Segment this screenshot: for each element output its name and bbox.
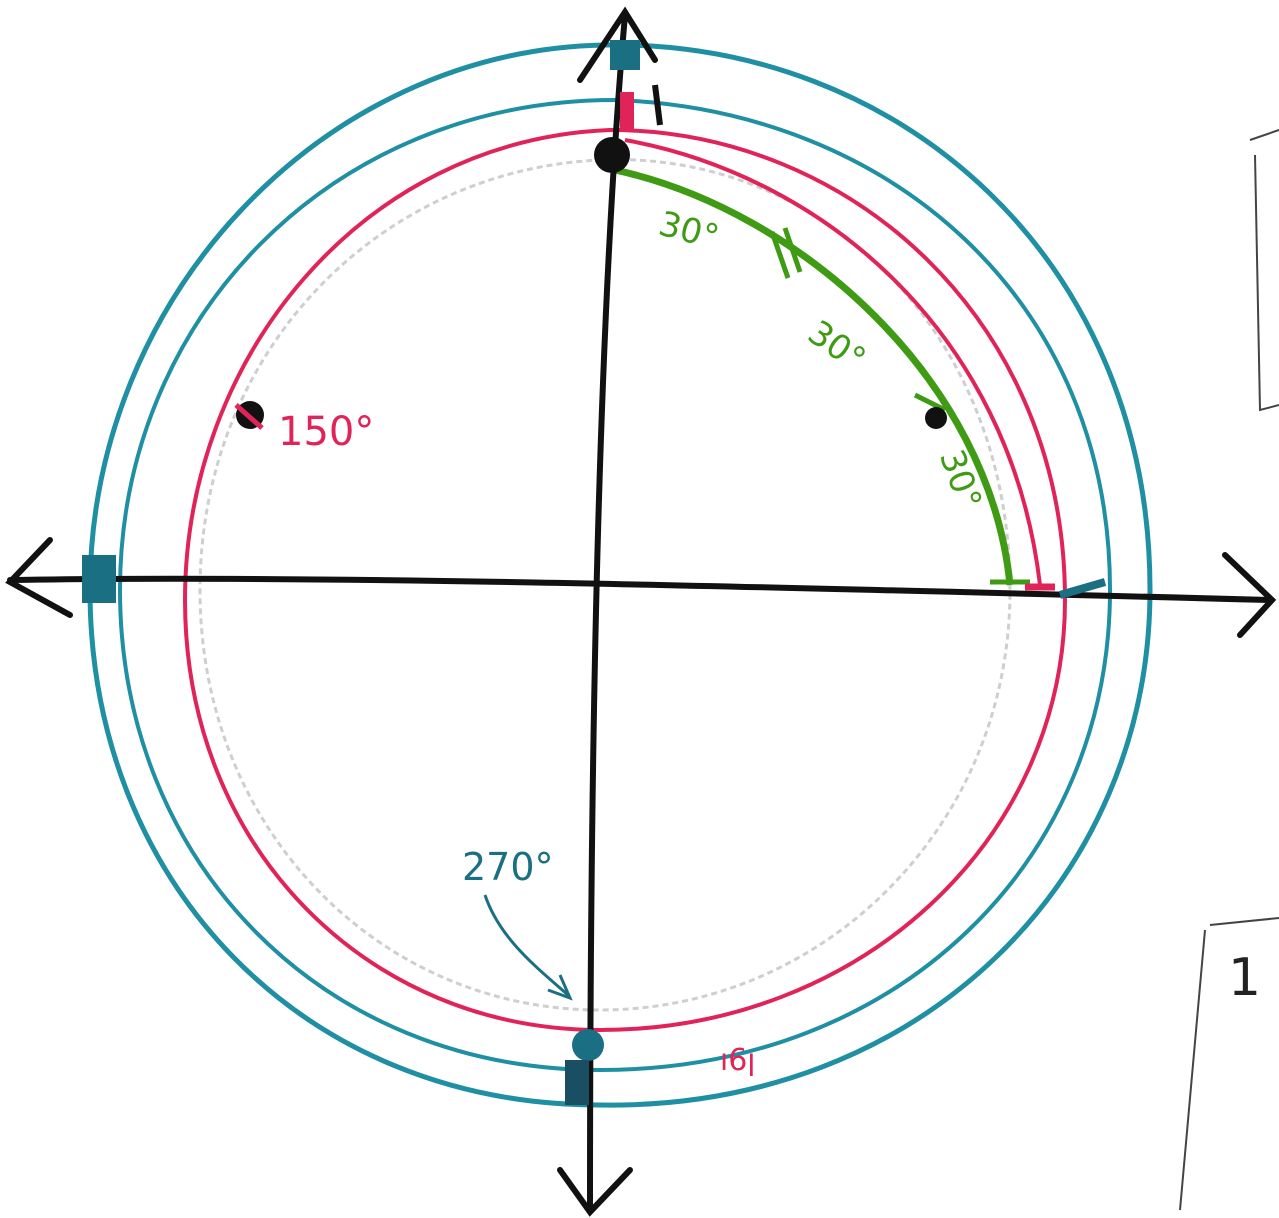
point-270 bbox=[572, 1029, 604, 1061]
label-270-pointer-arrow-icon bbox=[483, 894, 573, 1001]
teal-mark-bottom bbox=[565, 1060, 589, 1105]
x-axis-left-arrow-icon bbox=[5, 537, 73, 618]
label-arc-30-first: 30° bbox=[655, 204, 724, 258]
teal-inner-circle bbox=[117, 97, 1113, 1073]
x-axis-right-arrow-icon bbox=[1222, 552, 1277, 638]
label-150: 150° bbox=[278, 409, 374, 455]
label-arc-30-third: 30° bbox=[931, 444, 989, 514]
point-90-top bbox=[594, 137, 630, 173]
edge-box-top bbox=[1249, 129, 1279, 412]
y-axis-bottom-arrow-icon bbox=[557, 1167, 633, 1217]
edge-box-bottom bbox=[1179, 917, 1279, 1211]
label-edge-fragment: 1 bbox=[1228, 948, 1261, 1008]
axes bbox=[5, 6, 1277, 1217]
y-axis-top-arrow-icon bbox=[577, 6, 658, 83]
red-mark-top bbox=[620, 92, 634, 132]
red-circle bbox=[182, 127, 1068, 1033]
point-arc-60 bbox=[925, 407, 947, 429]
green-arc bbox=[614, 166, 1014, 586]
tick-top-right bbox=[652, 84, 663, 126]
red-mark-150 bbox=[234, 403, 264, 430]
label-red-curve-note: ן6ו bbox=[720, 1043, 755, 1078]
teal-outer-circle bbox=[87, 42, 1153, 1108]
green-tick-marks bbox=[769, 227, 1030, 585]
teal-mark-right bbox=[1058, 578, 1107, 599]
red-arc-0-90 bbox=[624, 138, 1042, 586]
teal-mark-left bbox=[82, 555, 116, 603]
x-axis bbox=[7, 575, 1273, 603]
label-270: 270° bbox=[462, 845, 554, 889]
label-arc-30-second: 30° bbox=[800, 313, 872, 380]
pencil-circle bbox=[198, 158, 1012, 1012]
teal-mark-top bbox=[610, 40, 640, 70]
